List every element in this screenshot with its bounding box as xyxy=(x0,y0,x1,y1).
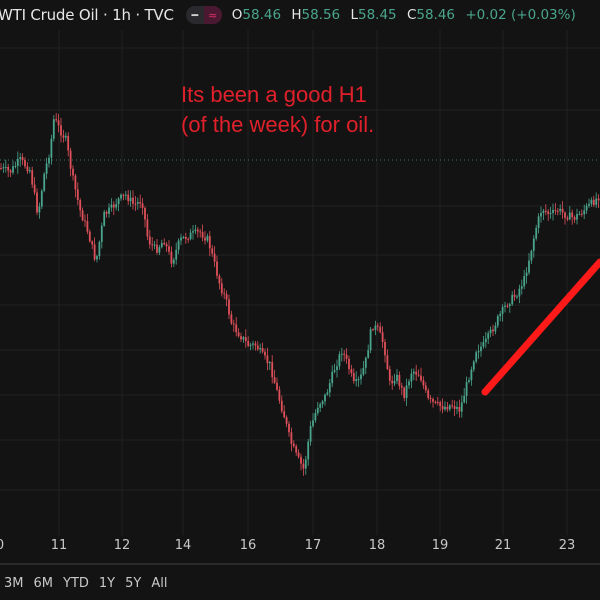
change-value: +0.02 (+0.03%) xyxy=(465,7,576,23)
range-button-ytd[interactable]: YTD xyxy=(63,576,89,591)
close-value: 58.46 xyxy=(416,7,456,23)
time-label: 17 xyxy=(304,538,322,553)
time-label: 18 xyxy=(368,538,386,553)
chart-header: WTI Crude Oil · 1h · TVC ━ ≈ O58.46 H58.… xyxy=(0,0,600,30)
candles xyxy=(0,113,600,476)
time-axis[interactable]: 0 11 12 14 16 17 18 19 21 23 xyxy=(0,538,600,560)
ohlc-values: O58.46 H58.56 L58.45 C58.46 +0.02 (+0.03… xyxy=(232,7,576,23)
time-label: 12 xyxy=(113,538,131,553)
low-label: L xyxy=(350,7,358,23)
low-value: 58.45 xyxy=(357,7,397,23)
annotation-line-1: Its been a good H1 xyxy=(181,82,367,107)
minus-icon[interactable]: ━ xyxy=(191,8,199,22)
symbol-title[interactable]: WTI Crude Oil · 1h · TVC xyxy=(0,6,174,24)
time-label: 11 xyxy=(50,538,68,553)
range-button-5y[interactable]: 5Y xyxy=(125,576,142,591)
candlestick-chart[interactable] xyxy=(0,30,600,535)
grid-lines xyxy=(0,30,600,535)
axis-separator xyxy=(0,563,600,565)
high-value: 58.56 xyxy=(301,7,341,23)
range-button-3m[interactable]: 3M xyxy=(4,576,24,591)
annotation-line-2: (of the week) for oil. xyxy=(181,112,375,137)
open-value: 58.46 xyxy=(242,7,282,23)
range-button-1y[interactable]: 1Y xyxy=(98,576,116,591)
time-label: 21 xyxy=(494,538,512,553)
range-button-all[interactable]: All xyxy=(151,576,168,591)
open-label: O xyxy=(231,7,243,23)
range-button-6m[interactable]: 6M xyxy=(33,576,54,591)
time-label: 19 xyxy=(431,538,449,553)
high-label: H xyxy=(291,7,302,23)
equals-icon[interactable]: ≈ xyxy=(203,6,222,24)
time-label: 14 xyxy=(174,538,192,553)
time-label: 16 xyxy=(239,538,257,553)
range-selector: 3M 6M YTD 1Y 5Y All xyxy=(4,576,167,591)
chart-annotation[interactable]: Its been a good H1 (of the week) for oil… xyxy=(181,80,374,140)
close-label: C xyxy=(406,7,417,23)
visibility-toggle-group[interactable]: ━ ≈ xyxy=(185,6,222,24)
time-label: 0 xyxy=(0,538,4,553)
trendline-drawing[interactable] xyxy=(481,258,600,396)
time-label: 23 xyxy=(558,538,576,553)
